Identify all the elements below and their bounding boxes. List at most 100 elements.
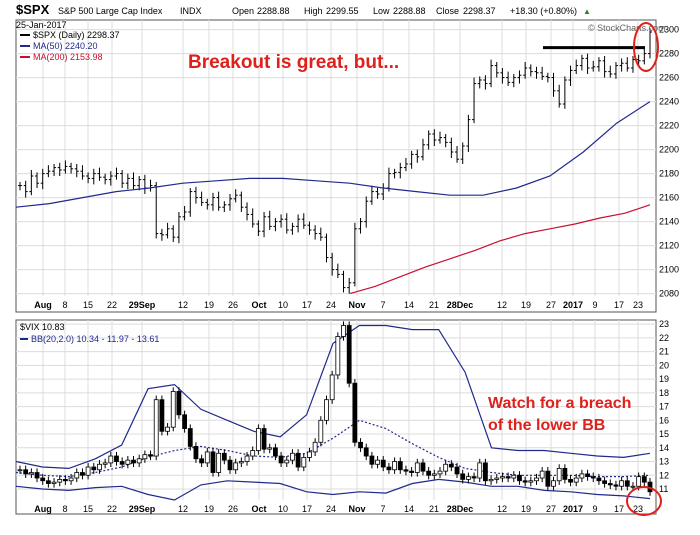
- vix-candle: [97, 460, 102, 474]
- breakout-annotation: Breakout is great, but...: [188, 52, 399, 73]
- vix-candle-body: [414, 462, 420, 473]
- vix-candle-body: [227, 459, 233, 471]
- vix-candle-body: [250, 450, 256, 457]
- price-bar: [52, 164, 57, 176]
- vix-candle-body: [284, 459, 290, 464]
- vix-candle: [505, 472, 511, 483]
- price-bar: [602, 56, 607, 78]
- vix-candle-body: [199, 458, 205, 464]
- price-bar: [245, 202, 250, 221]
- vix-x-tick-label: 17: [302, 504, 312, 514]
- vix-candle: [23, 465, 29, 479]
- price-bar: [562, 76, 567, 109]
- vix-candle-body: [607, 483, 613, 486]
- price-bar: [477, 76, 482, 89]
- vix-y-tick-label: 20: [659, 360, 669, 370]
- date-label: 25-Jan-2017: [16, 20, 67, 30]
- vix-candle-body: [619, 480, 625, 487]
- ma50-line: [15, 101, 651, 208]
- vix-candle-body: [119, 461, 125, 465]
- vix-candle-body: [528, 480, 534, 483]
- vix-candle: [324, 395, 329, 425]
- vix-candle: [454, 462, 460, 479]
- price-bar: [131, 172, 136, 190]
- index-name-label: S&P 500 Large Cap Index: [58, 6, 163, 16]
- price-x-tick-label: 24: [326, 300, 336, 310]
- vix-candle: [57, 475, 63, 487]
- vix-candle: [539, 467, 545, 483]
- vix-candle: [624, 476, 630, 491]
- vix-candle: [307, 447, 312, 462]
- vix-candle: [358, 438, 363, 452]
- vix-candle: [352, 379, 358, 447]
- vix-candle: [483, 458, 488, 485]
- vix-x-tick-label: 14: [404, 504, 414, 514]
- vix-candle-body: [369, 455, 375, 465]
- vix-candle-body: [443, 463, 449, 472]
- price-x-tick-label: 21: [429, 300, 439, 310]
- vix-candle: [613, 480, 619, 491]
- vix-x-tick-label: Oct: [251, 504, 266, 514]
- vix-candle: [221, 449, 227, 465]
- vix-candle: [448, 460, 454, 472]
- vix-candle-body: [551, 480, 556, 487]
- price-bar: [494, 62, 499, 78]
- price-x-tick-label: 17: [302, 300, 312, 310]
- price-bar: [256, 220, 261, 236]
- vix-candle: [437, 467, 443, 479]
- high-label: High: [304, 6, 323, 16]
- price-series: [15, 28, 652, 295]
- vix-candle-body: [420, 462, 426, 472]
- vix-candle: [267, 443, 273, 454]
- vix-candle: [568, 475, 573, 487]
- vix-candle-body: [380, 459, 386, 468]
- vix-candle-body: [573, 477, 579, 483]
- vix-candle: [125, 456, 131, 469]
- price-y-tick-label: 2160: [659, 193, 679, 203]
- vix-candle: [392, 457, 397, 474]
- price-bar: [523, 62, 528, 79]
- vix-candle: [193, 442, 199, 463]
- vix-x-tick-label: 9: [592, 504, 597, 514]
- price-bar: [267, 210, 272, 230]
- vix-candle: [142, 450, 148, 463]
- vix-candle-body: [522, 480, 528, 483]
- vix-x-tick-label: 19: [521, 504, 531, 514]
- vix-candle-body: [539, 470, 545, 479]
- vix-candle: [51, 478, 57, 488]
- vix-candle: [585, 469, 590, 481]
- vix-candle-body: [358, 441, 363, 449]
- low-label: Low: [373, 6, 390, 16]
- price-bar: [364, 196, 369, 228]
- price-bar: [29, 170, 34, 196]
- price-x-tick-label: 8: [62, 300, 67, 310]
- vix-x-tick-label: 7: [380, 504, 385, 514]
- price-y-tick-label: 2240: [659, 97, 679, 107]
- price-bar: [630, 56, 635, 73]
- vix-candle-body: [471, 476, 477, 479]
- price-bar: [250, 208, 255, 228]
- vix-candle-body: [261, 428, 267, 450]
- price-x-tick-label: 19: [204, 300, 214, 310]
- price-bar: [358, 218, 363, 234]
- vix-candle: [182, 410, 187, 433]
- vix-candle: [420, 458, 426, 476]
- vix-candle: [329, 370, 335, 404]
- vix-candle-body: [465, 476, 471, 480]
- price-bar: [120, 170, 125, 188]
- price-x-tick-label: 2017: [563, 300, 583, 310]
- vix-candle: [318, 416, 324, 447]
- price-bar: [426, 130, 431, 150]
- vix-candle-body: [57, 478, 63, 483]
- vix-candle-body: [193, 446, 199, 460]
- price-x-tick-label: 15: [83, 300, 93, 310]
- vix-candle-body: [45, 480, 51, 484]
- price-bar: [545, 72, 550, 83]
- price-bar: [324, 233, 329, 263]
- vix-candle-body: [74, 472, 80, 479]
- price-bar: [403, 158, 408, 172]
- vix-candle: [579, 469, 585, 483]
- vix-candle: [414, 458, 420, 477]
- price-bar: [114, 167, 119, 180]
- price-x-tick-label: Oct: [251, 300, 266, 310]
